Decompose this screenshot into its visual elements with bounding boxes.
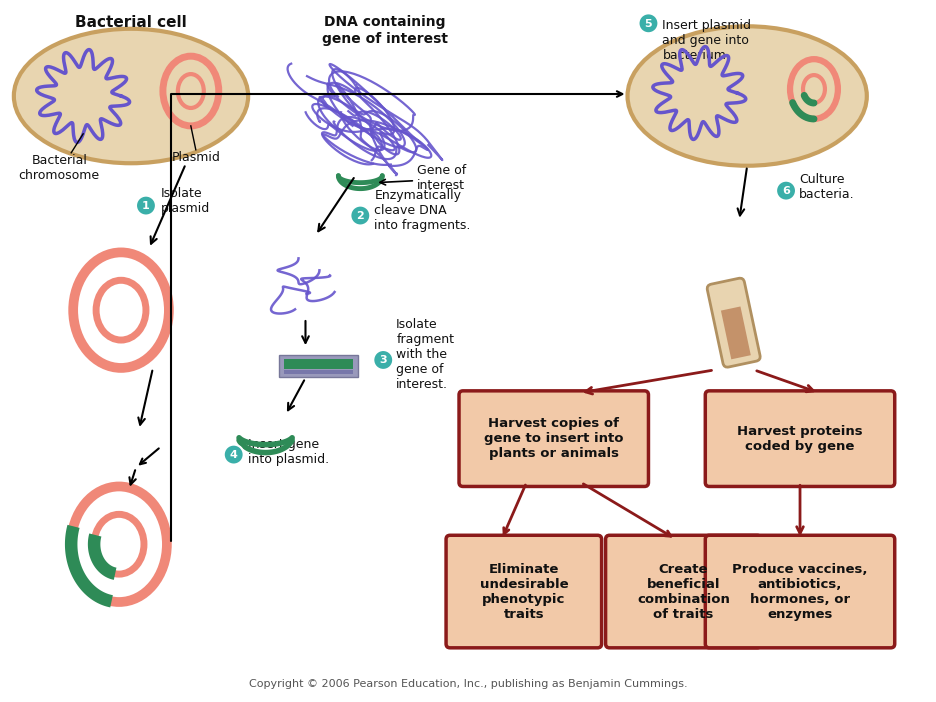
Circle shape <box>373 350 393 370</box>
FancyBboxPatch shape <box>459 391 649 486</box>
FancyBboxPatch shape <box>446 535 602 648</box>
Text: Harvest proteins
coded by gene: Harvest proteins coded by gene <box>738 425 863 453</box>
FancyBboxPatch shape <box>708 278 760 367</box>
Text: Create
beneficial
combination
of traits: Create beneficial combination of traits <box>636 562 730 621</box>
Text: Bacterial cell: Bacterial cell <box>75 15 187 30</box>
Circle shape <box>638 13 658 33</box>
Text: Copyright © 2006 Pearson Education, Inc., publishing as Benjamin Cummings.: Copyright © 2006 Pearson Education, Inc.… <box>249 679 687 689</box>
Circle shape <box>350 206 371 225</box>
Text: 2: 2 <box>357 211 364 221</box>
Text: 4: 4 <box>229 450 238 460</box>
Text: Plasmid: Plasmid <box>171 151 220 164</box>
Text: 1: 1 <box>142 201 150 211</box>
Text: Insert gene
into plasmid.: Insert gene into plasmid. <box>248 437 329 465</box>
Text: Culture
bacteria.: Culture bacteria. <box>799 173 855 201</box>
FancyBboxPatch shape <box>706 391 895 486</box>
Bar <box>284 370 354 374</box>
Ellipse shape <box>627 26 867 166</box>
Text: DNA containing
gene of interest: DNA containing gene of interest <box>322 15 448 46</box>
Ellipse shape <box>14 29 248 164</box>
Text: Produce vaccines,
antibiotics,
hormones, or
enzymes: Produce vaccines, antibiotics, hormones,… <box>732 562 868 621</box>
Text: Insert plasmid
and gene into
bacterium.: Insert plasmid and gene into bacterium. <box>663 20 752 62</box>
Text: 3: 3 <box>379 355 388 366</box>
Circle shape <box>136 196 156 216</box>
Bar <box>721 307 751 359</box>
FancyBboxPatch shape <box>606 535 761 648</box>
Circle shape <box>224 444 243 465</box>
Bar <box>284 359 354 369</box>
FancyBboxPatch shape <box>706 535 895 648</box>
Text: Isolate
plasmid: Isolate plasmid <box>161 187 211 215</box>
Circle shape <box>776 180 796 201</box>
Text: 5: 5 <box>645 19 652 29</box>
Text: Isolate
fragment
with the
gene of
interest.: Isolate fragment with the gene of intere… <box>396 319 454 392</box>
Text: Bacterial
chromosome: Bacterial chromosome <box>19 154 100 182</box>
Text: Eliminate
undesirable
phenotypic
traits: Eliminate undesirable phenotypic traits <box>479 562 568 621</box>
Text: 6: 6 <box>782 186 790 196</box>
Text: Harvest copies of
gene to insert into
plants or animals: Harvest copies of gene to insert into pl… <box>484 417 623 460</box>
Bar <box>279 355 358 377</box>
Text: Gene of
interest: Gene of interest <box>417 164 466 192</box>
Text: Enzymatically
cleave DNA
into fragments.: Enzymatically cleave DNA into fragments. <box>374 189 471 232</box>
